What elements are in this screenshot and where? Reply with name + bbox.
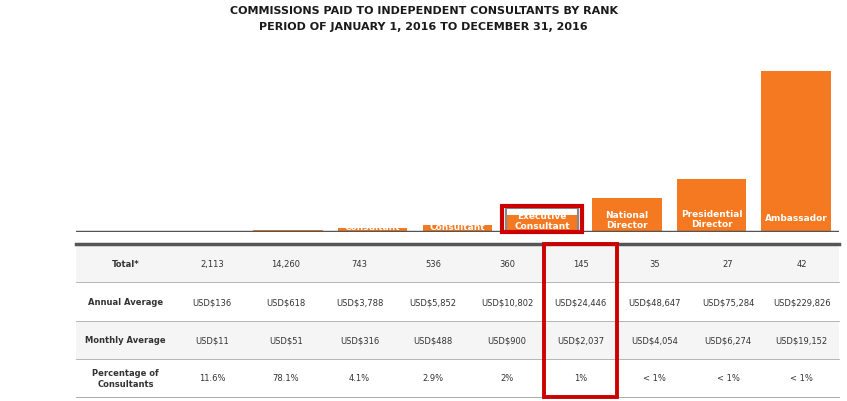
Text: Regional
Consultant: Regional Consultant <box>429 212 485 231</box>
Bar <box>507 215 577 233</box>
Text: 14,260: 14,260 <box>271 259 301 268</box>
Text: Premier
Consultant: Premier Consultant <box>345 212 401 231</box>
Bar <box>506 208 579 233</box>
Text: 42: 42 <box>796 259 807 268</box>
Text: 145: 145 <box>573 259 589 268</box>
Text: Managing
Consultant: Managing Consultant <box>175 213 231 232</box>
Text: 11.6%: 11.6% <box>199 373 225 383</box>
Text: USD$2,037: USD$2,037 <box>557 335 604 344</box>
Bar <box>253 230 323 233</box>
Text: 78.1%: 78.1% <box>273 373 299 383</box>
Text: USD$48,647: USD$48,647 <box>628 297 680 306</box>
Text: 536: 536 <box>425 259 441 268</box>
Bar <box>502 207 582 233</box>
Bar <box>338 229 407 233</box>
Text: USD$229,826: USD$229,826 <box>772 297 831 306</box>
Text: Ambassador: Ambassador <box>765 213 828 222</box>
Text: COMMISSIONS PAID TO INDEPENDENT CONSULTANTS BY RANK: COMMISSIONS PAID TO INDEPENDENT CONSULTA… <box>230 6 617 16</box>
Text: 27: 27 <box>722 259 734 268</box>
Text: USD$488: USD$488 <box>413 335 453 344</box>
Text: USD$10,802: USD$10,802 <box>481 297 533 306</box>
Text: USD$24,446: USD$24,446 <box>555 297 606 306</box>
Text: USD$900: USD$900 <box>487 335 527 344</box>
Text: Executive
Consultant: Executive Consultant <box>514 211 570 231</box>
Text: Percentage of
Consultants: Percentage of Consultants <box>92 368 159 388</box>
Bar <box>169 232 238 233</box>
Text: 743: 743 <box>352 259 368 268</box>
Text: USD$618: USD$618 <box>266 297 306 306</box>
Text: Business
Consultant: Business Consultant <box>91 213 147 232</box>
Text: PERIOD OF JANUARY 1, 2016 TO DECEMBER 31, 2016: PERIOD OF JANUARY 1, 2016 TO DECEMBER 31… <box>259 22 588 32</box>
Text: Total*: Total* <box>112 259 140 268</box>
Text: USD$136: USD$136 <box>192 297 232 306</box>
Text: USD$51: USD$51 <box>269 335 302 344</box>
Text: 360: 360 <box>499 259 515 268</box>
Text: 2%: 2% <box>501 373 513 383</box>
Text: 2,113: 2,113 <box>200 259 224 268</box>
Text: USD$4,054: USD$4,054 <box>631 335 678 344</box>
Text: USD$316: USD$316 <box>340 335 379 344</box>
Text: National
Director: National Director <box>606 211 648 230</box>
Text: Presidential
Director: Presidential Director <box>681 209 742 229</box>
Text: USD$75,284: USD$75,284 <box>702 297 754 306</box>
Text: 35: 35 <box>649 259 660 268</box>
Text: 2.9%: 2.9% <box>423 373 444 383</box>
Text: USD$19,152: USD$19,152 <box>776 335 828 344</box>
Text: < 1%: < 1% <box>717 373 739 383</box>
Text: USD$5,852: USD$5,852 <box>410 297 457 306</box>
Text: Annual Average: Annual Average <box>88 297 163 306</box>
Text: Senior
Consultant: Senior Consultant <box>260 212 316 232</box>
Text: < 1%: < 1% <box>790 373 813 383</box>
Text: USD$3,788: USD$3,788 <box>336 297 383 306</box>
Text: USD$6,274: USD$6,274 <box>705 335 751 344</box>
Text: USD$11: USD$11 <box>196 335 229 344</box>
Bar <box>423 225 492 233</box>
Text: < 1%: < 1% <box>643 373 666 383</box>
Bar <box>592 198 662 233</box>
Text: Monthly Average: Monthly Average <box>86 335 166 344</box>
Bar <box>677 180 746 233</box>
Text: 4.1%: 4.1% <box>349 373 370 383</box>
Text: 1%: 1% <box>574 373 587 383</box>
Bar <box>761 72 831 233</box>
